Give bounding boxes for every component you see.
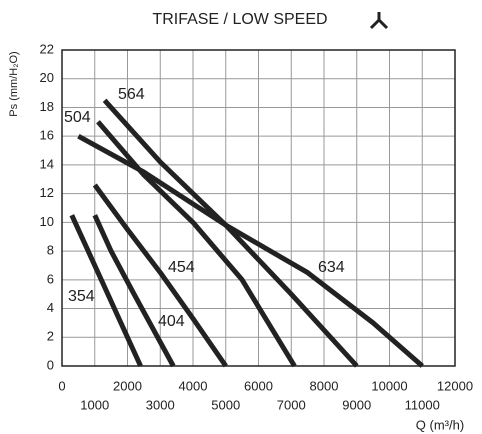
x-axis-label: Q (m³/h) [416,417,464,432]
x-tick-label: 11000 [405,397,440,412]
y-axis-label: Ps (mm/H₂O) [8,51,20,116]
x-tick-label: 3000 [146,397,175,412]
x-tick-label: 4000 [179,378,208,393]
y-tick-label: 12 [40,185,54,200]
y-tick-label: 16 [40,128,54,143]
curve [69,214,143,368]
y-tick-label: 2 [47,329,54,344]
x-tick-label: 9000 [342,397,371,412]
plot-border [61,49,456,367]
curve [96,120,297,368]
x-tick-label: 12000 [437,378,473,393]
curve-label: 404 [158,313,185,330]
y-tick-label: 20 [40,70,54,85]
curve-label: 634 [318,259,345,276]
curve-label: 454 [168,259,195,276]
y-tick-label: 6 [47,271,54,286]
curve-label: 354 [68,288,95,305]
x-tick-label: 1000 [80,397,109,412]
x-tick-label: 8000 [310,378,339,393]
y-tick-label: 4 [47,300,54,315]
three-phase-icon [369,12,389,30]
x-tick-label: 7000 [277,397,306,412]
curve-label: 504 [64,109,91,126]
y-tick-label: 8 [47,243,54,258]
x-tick-label: 10000 [371,378,407,393]
x-tick-label: 6000 [244,378,273,393]
curve [92,214,176,368]
x-tick-label: 2000 [113,378,142,393]
y-tick-label: 0 [47,357,54,372]
curve [102,98,359,368]
y-tick-label: 22 [40,41,54,56]
curve [92,183,228,368]
x-tick-label: 0 [58,378,65,393]
chart-title: TRIFASE / LOW SPEED [152,11,327,28]
curve [77,134,424,368]
x-tick-label: 5000 [211,397,240,412]
curve-label: 564 [118,86,145,103]
y-tick-label: 18 [40,99,54,114]
y-tick-label: 10 [40,214,54,229]
y-tick-label: 14 [40,156,54,171]
